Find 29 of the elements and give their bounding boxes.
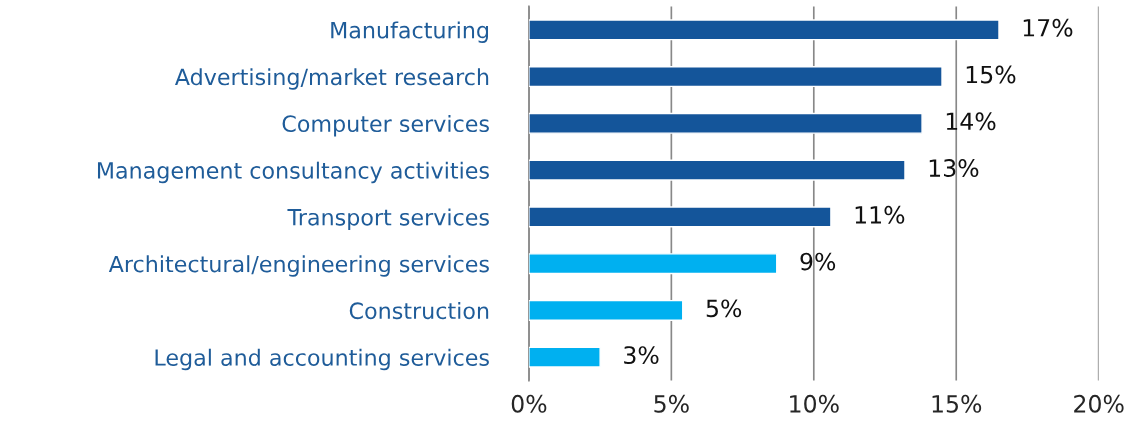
y-tick-label: Advertising/market research <box>174 68 489 90</box>
y-tick-label: Architectural/engineering services <box>108 255 489 277</box>
bar <box>528 19 1000 41</box>
bar <box>528 346 601 368</box>
bar <box>528 299 684 321</box>
y-tick-label: Legal and accounting services <box>155 348 489 371</box>
data-label: 5% <box>706 299 742 318</box>
y-tick-label: Computer services <box>282 114 489 137</box>
y-tick-label: Manufacturing <box>331 21 488 43</box>
y-tick-label: Transport services <box>287 208 489 230</box>
bar <box>528 206 832 228</box>
y-tick-label: Management consultancy activities <box>97 161 489 184</box>
bar <box>528 112 923 134</box>
bar <box>528 159 906 181</box>
x-tick-label: 5% <box>654 394 689 413</box>
x-tick-label: 0% <box>511 394 547 413</box>
data-label: 3% <box>624 346 659 365</box>
bar <box>528 253 778 275</box>
data-label: 14% <box>946 112 996 131</box>
data-label: 17% <box>1023 18 1073 37</box>
bar <box>528 66 943 88</box>
data-label: 11% <box>855 205 905 224</box>
y-tick-label: Construction <box>349 301 489 320</box>
data-label: 15% <box>966 65 1016 84</box>
x-tick-label: 15% <box>932 394 982 413</box>
x-tick-label: 20% <box>1074 394 1124 413</box>
data-label: 13% <box>929 159 979 177</box>
x-tick-label: 10% <box>790 394 839 413</box>
data-label: 9% <box>800 252 836 271</box>
